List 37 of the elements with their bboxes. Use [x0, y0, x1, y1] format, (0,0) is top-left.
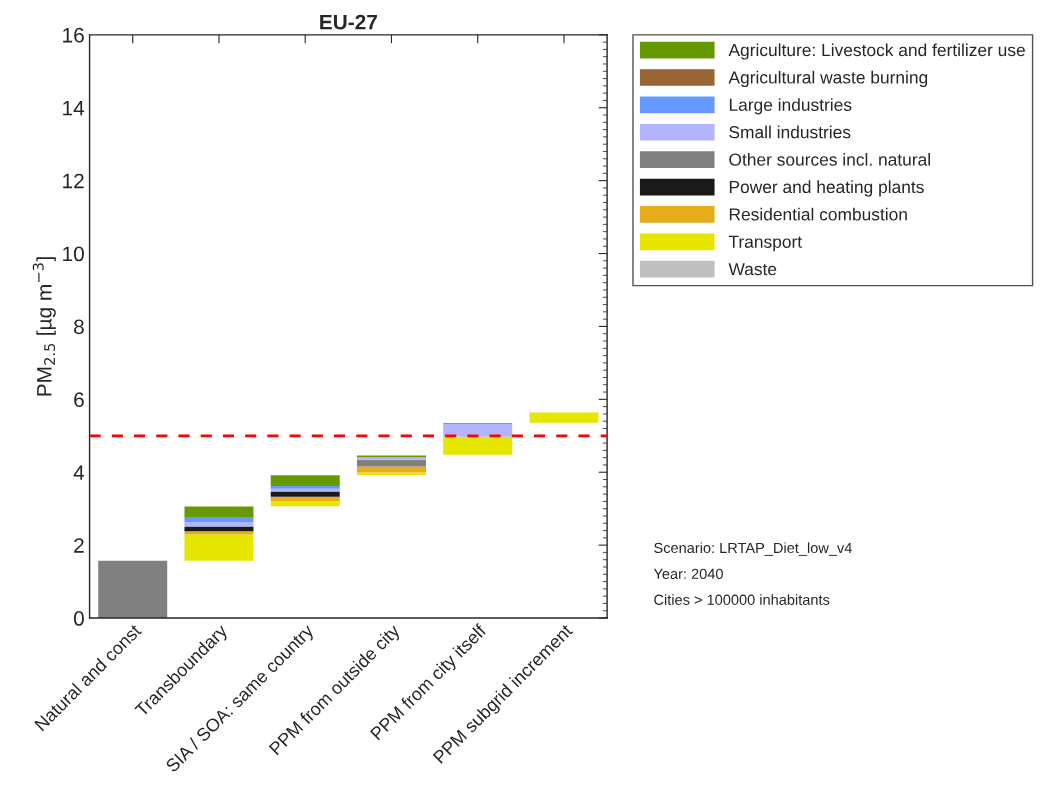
bar: [270, 496, 340, 502]
y-tick-label: 4: [73, 465, 85, 480]
legend-label: Small industries: [729, 125, 851, 139]
bar: [356, 459, 426, 467]
y-axis-title: PM$_{2.5}$ [µg m$^{−3}$]: [32, 257, 56, 396]
bar: [184, 531, 254, 535]
legend-label: Residential combustion: [729, 207, 907, 221]
bar: [184, 522, 254, 527]
y-tick-label: 0: [73, 611, 84, 626]
y-tick-label: 6: [74, 392, 84, 408]
bar: [529, 412, 599, 423]
y-tick-label: 14: [63, 100, 85, 116]
legend-label: Agricultural waste burning: [728, 70, 928, 87]
legend-label: Other sources incl. natural: [729, 152, 930, 166]
legend-label: Large industries: [729, 98, 852, 115]
y-tick-label: 12: [63, 173, 84, 189]
bar: [98, 560, 168, 619]
legend-label: Transport: [728, 235, 802, 252]
bar: [356, 466, 426, 473]
y-tick-label: 2: [74, 538, 84, 553]
legend-label: Waste: [728, 263, 777, 276]
bar: [270, 501, 340, 507]
chart-title: EU-27: [320, 14, 377, 30]
y-tick-label: 8: [74, 319, 84, 335]
text: Year: 2040: [653, 568, 723, 580]
bar: [184, 517, 254, 523]
y-tick-label: 10: [63, 246, 84, 262]
legend-label: Power and heating plants: [729, 180, 924, 197]
legend-label: Agriculture: Livestock and fertilizer use: [728, 43, 1025, 60]
bar: [184, 506, 254, 518]
y-tick-label: 16: [63, 27, 84, 43]
bar: [270, 475, 340, 487]
bar: [270, 491, 340, 497]
text: Scenario: LRTAP_Diet_low_v4: [654, 542, 852, 556]
bar: [443, 436, 513, 455]
text: Cities > 100000 inhabitants: [654, 594, 830, 605]
bar: [184, 534, 254, 561]
